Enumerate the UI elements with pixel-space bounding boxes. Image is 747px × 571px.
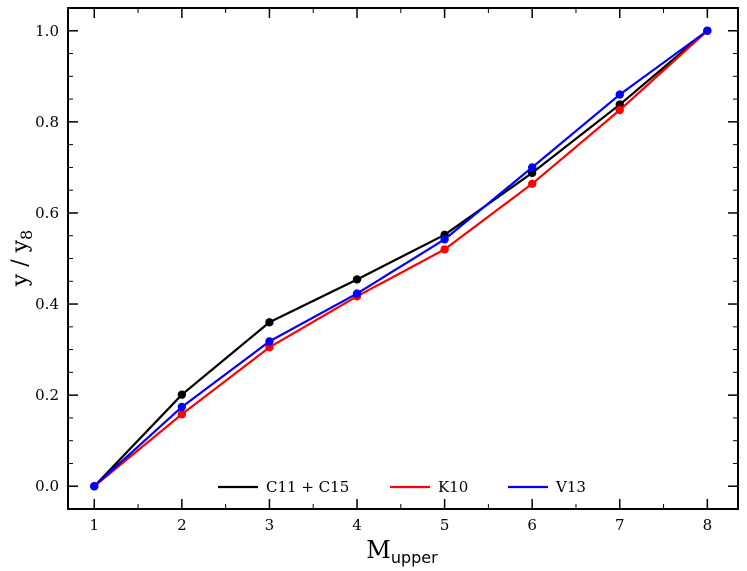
x-axis-title: Mupper xyxy=(366,536,438,567)
x-tick-label: 4 xyxy=(352,516,362,534)
data-point xyxy=(265,343,274,352)
y-tick-label: 0.4 xyxy=(35,295,59,313)
y-tick-labels: 0.0 0.2 0.4 0.6 0.8 1.0 xyxy=(35,22,59,495)
data-point xyxy=(177,402,187,412)
y-axis-title: y / y8 xyxy=(8,230,36,287)
data-point xyxy=(352,275,362,284)
legend-item: V13 xyxy=(508,478,586,496)
series-line xyxy=(93,29,708,488)
plot-area xyxy=(68,8,738,509)
data-point xyxy=(615,105,624,115)
x-tick-label: 7 xyxy=(615,516,625,534)
x-tick-label: 1 xyxy=(90,516,100,534)
y-tick-label: 0.0 xyxy=(35,477,59,495)
data-point xyxy=(90,482,99,491)
legend-label: V13 xyxy=(555,478,586,496)
y-tick-label: 0.2 xyxy=(35,386,59,404)
data-point xyxy=(352,289,362,298)
y-tick-label: 1.0 xyxy=(35,22,59,40)
legend-label: K10 xyxy=(438,478,468,496)
data-point xyxy=(177,390,187,399)
data-point xyxy=(440,235,449,244)
x-tick-label: 5 xyxy=(440,516,450,534)
major-ticks xyxy=(68,8,738,509)
x-tick-label: 2 xyxy=(177,516,187,534)
data-point xyxy=(703,26,712,35)
series-line xyxy=(93,29,709,488)
data-point xyxy=(615,90,624,99)
data-point xyxy=(265,337,274,346)
series-layer xyxy=(90,26,712,491)
legend: C11 + C15 K10 V13 xyxy=(218,478,586,496)
data-point xyxy=(440,245,449,254)
legend-item: K10 xyxy=(390,478,468,496)
data-point xyxy=(527,179,537,189)
data-point xyxy=(177,410,187,419)
y-tick-label: 0.8 xyxy=(35,113,59,131)
data-point xyxy=(527,163,537,172)
plot-frame xyxy=(67,7,739,510)
x-tick-label: 3 xyxy=(265,516,275,534)
y-tick-label: 0.6 xyxy=(35,204,59,222)
x-tick-label: 6 xyxy=(527,516,537,534)
legend-label: C11 + C15 xyxy=(266,478,349,496)
series-2 xyxy=(90,26,712,491)
x-tick-label: 8 xyxy=(703,516,713,534)
x-tick-labels: 1 2 3 4 5 6 7 8 xyxy=(90,516,713,534)
series-line xyxy=(93,29,709,487)
data-point xyxy=(265,318,274,327)
legend-item: C11 + C15 xyxy=(218,478,349,496)
